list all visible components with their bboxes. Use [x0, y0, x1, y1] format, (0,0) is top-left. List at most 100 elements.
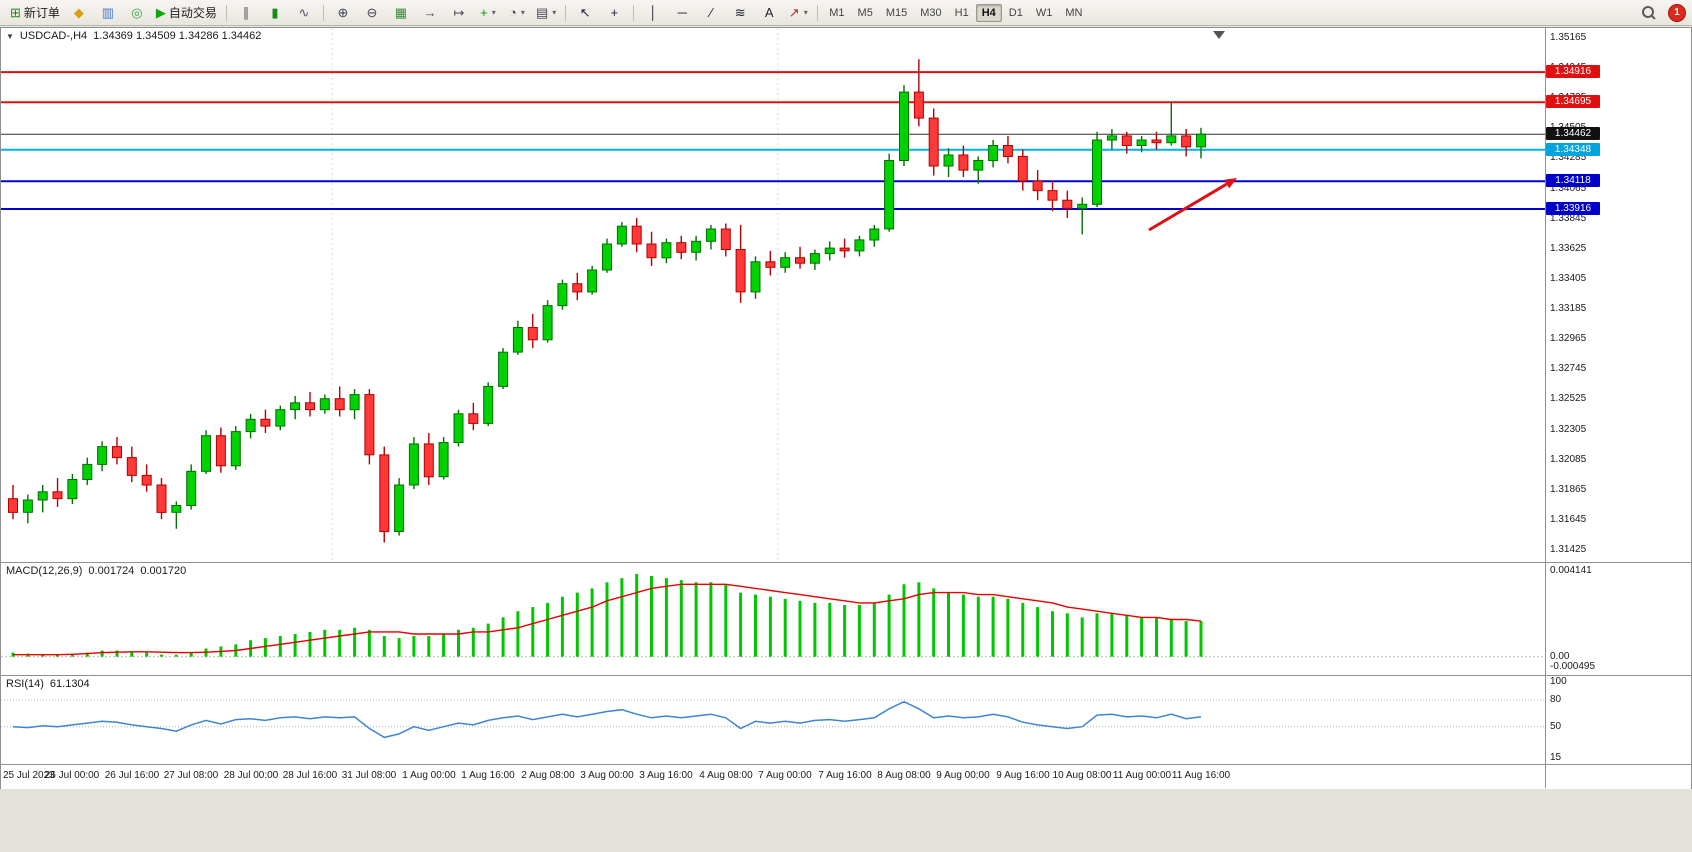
timeframe-m1-button[interactable]: M1	[829, 6, 845, 19]
price-badge: 1.34462	[1546, 127, 1600, 140]
candle	[572, 272, 583, 301]
periods-button[interactable]: ◔ ▾	[503, 2, 531, 24]
candle	[661, 238, 672, 264]
search-icon[interactable]	[1641, 5, 1657, 21]
draw-trendline-icon: ∕	[710, 5, 713, 20]
chart-shift-marker[interactable]	[1213, 31, 1225, 39]
candlestick-chart-button[interactable]: ▮	[261, 2, 289, 24]
candle	[1196, 127, 1206, 159]
new-chart-button[interactable]: ◆	[65, 2, 93, 24]
candle	[988, 140, 999, 168]
zoom-in-icon: ⊕	[337, 5, 349, 20]
market-watch-button[interactable]: ▥	[94, 2, 122, 24]
candle	[483, 382, 494, 427]
rsi-axis-label: 50	[1550, 721, 1562, 732]
time-axis[interactable]: 25 Jul 2023 26 Jul 00:00 26 Jul 16:00 27 Ju…	[1, 764, 1691, 789]
toolbar-separator	[225, 4, 227, 21]
crosshair-button[interactable]: +	[600, 2, 628, 24]
candle	[1077, 197, 1088, 235]
zoom-out-button[interactable]: ⊖	[358, 2, 386, 24]
rsi-panel[interactable]: RSI(14) 61.1304 100 80 50 15	[1, 675, 1691, 764]
rsi-axis-label: 80	[1550, 694, 1562, 705]
time-axis-label: 3 Aug 16:00	[639, 770, 693, 781]
bar-chart-icon: ∥	[242, 5, 250, 20]
candle	[646, 231, 657, 266]
timeframe-m5-button[interactable]: M5	[857, 6, 873, 19]
draw-hline-button[interactable]: ─	[668, 2, 696, 24]
rsi-header: RSI(14) 61.1304	[6, 678, 90, 690]
draw-text-button[interactable]: A	[755, 2, 783, 24]
templates-button[interactable]: ▤ ▾	[532, 2, 560, 24]
toolbar-separator	[817, 4, 819, 21]
arrow-annotation[interactable]	[1148, 182, 1228, 232]
candle	[899, 85, 909, 166]
timeframe-group: M1 M5 M15 M30 H1 H4 D1 W1 MN	[823, 3, 1088, 22]
autotrading-button-label: 自动交易	[168, 6, 217, 20]
time-axis-label: 9 Aug 00:00	[936, 770, 990, 781]
candle	[795, 246, 805, 269]
auto-scroll-icon: →	[423, 5, 437, 20]
timeframe-w1-button[interactable]: W1	[1035, 6, 1053, 19]
candle	[438, 437, 449, 480]
timeframe-h4-button[interactable]: H4	[975, 3, 1002, 22]
candle	[913, 59, 924, 127]
price-axis-label: 1.32085	[1550, 454, 1587, 465]
draw-arrows-button[interactable]: ↗ ▾	[784, 2, 812, 24]
time-axis-label: 4 Aug 08:00	[699, 770, 753, 781]
draw-fibonacci-button[interactable]: ≋	[726, 2, 754, 24]
candle	[201, 430, 211, 474]
chart-window: ▼ USDCAD-,H4 1.34369 1.34509 1.34286 1.3…	[0, 27, 1692, 789]
price-axis-label: 1.32745	[1550, 363, 1587, 374]
toolbar-separator	[565, 4, 567, 21]
bar-chart-button[interactable]: ∥	[232, 2, 260, 24]
auto-scroll-button[interactable]: →	[416, 2, 444, 24]
time-axis-label: 28 Jul 00:00	[223, 770, 279, 781]
price-axis-label: 1.33625	[1550, 243, 1587, 254]
candle	[290, 396, 301, 420]
timeframe-mn-button[interactable]: MN	[1065, 6, 1083, 19]
workspace-background	[0, 789, 1692, 852]
toolbar-buttons-group: ⊞ 新订单 ◆ ▥ ◎ ▶ 自动交易 ∥ ▮ ∿ ⊕ ⊖ ▦ → ↦ + ▾ ◔ ▾ ▤ ▾ ↖ + │ ─ ∕ ≋ A ↗ ▾	[6, 2, 812, 24]
new-order-button[interactable]: ⊞ 新订单	[6, 2, 64, 24]
timeframe-h1-button[interactable]: H1	[954, 6, 969, 19]
notification-badge[interactable]: 1	[1668, 3, 1686, 22]
candle	[186, 464, 197, 510]
time-axis-label: 28 Jul 16:00	[282, 770, 338, 781]
price-axis-label: 1.33405	[1550, 273, 1587, 284]
candle	[379, 446, 390, 543]
candle	[928, 108, 939, 176]
zoom-in-button[interactable]: ⊕	[329, 2, 357, 24]
candle	[557, 279, 568, 310]
one-click-trading-toggle-icon[interactable]: ▼	[6, 31, 14, 41]
chart-shift-button[interactable]: ↦	[445, 2, 473, 24]
cursor-button[interactable]: ↖	[571, 2, 599, 24]
navigator-button[interactable]: ◎	[123, 2, 151, 24]
candle	[171, 501, 182, 529]
price-chart-svg	[1, 28, 1545, 561]
candle	[112, 437, 122, 465]
indicators-button[interactable]: + ▾	[474, 2, 502, 24]
timeframe-m30-button[interactable]: M30	[920, 6, 942, 19]
autotrading-button[interactable]: ▶ 自动交易	[152, 2, 221, 24]
candle	[691, 235, 702, 261]
macd-main-value: 0.001724	[88, 565, 135, 577]
candle	[1092, 131, 1102, 208]
candle	[260, 409, 271, 433]
price-axis-label: 1.33845	[1550, 213, 1587, 224]
candle	[705, 224, 716, 250]
draw-hline-icon: ─	[677, 5, 687, 20]
timeframe-m15-button[interactable]: M15	[885, 6, 908, 19]
candle	[1062, 190, 1073, 218]
chevron-down-icon: ▾	[520, 8, 525, 17]
tile-windows-button[interactable]: ▦	[387, 2, 415, 24]
draw-vline-button[interactable]: │	[639, 2, 667, 24]
price-badge: 1.33916	[1546, 202, 1600, 215]
line-chart-button[interactable]: ∿	[290, 2, 318, 24]
time-axis-label: 10 Aug 08:00	[1052, 770, 1112, 781]
timeframe-d1-button[interactable]: D1	[1008, 6, 1023, 19]
draw-trendline-button[interactable]: ∕	[697, 2, 725, 24]
candle	[750, 256, 761, 299]
macd-panel[interactable]: MACD(12,26,9) 0.001724 0.001720 0.004141…	[1, 562, 1691, 675]
main-chart-panel[interactable]: ▼ USDCAD-,H4 1.34369 1.34509 1.34286 1.3…	[1, 28, 1691, 561]
price-scale-separator	[1545, 28, 1546, 788]
